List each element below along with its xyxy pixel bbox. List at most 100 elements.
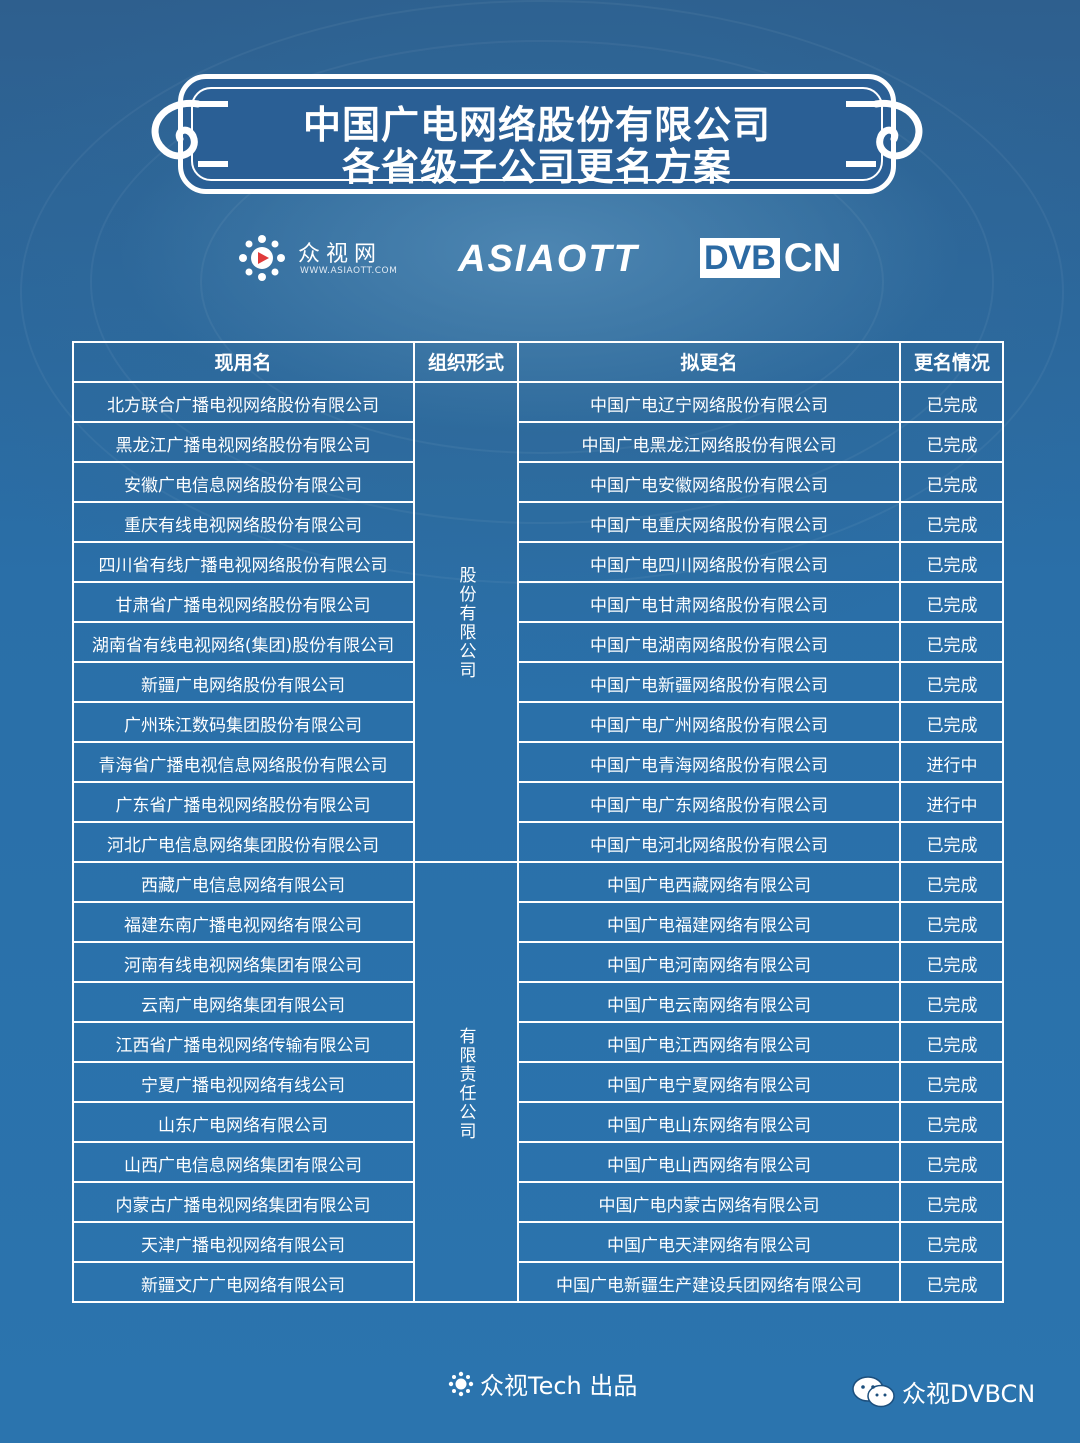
- grid-line: [518, 621, 1004, 623]
- grid-line: [518, 781, 1004, 783]
- grid-line: [518, 1101, 1004, 1103]
- current-name-cell: 河南有线电视网络集团有限公司: [124, 955, 362, 976]
- new-name-cell: 中国广电辽宁网络股份有限公司: [590, 395, 828, 416]
- status-cell: 已完成: [926, 1115, 978, 1136]
- grid-line: [518, 741, 1004, 743]
- table-row: 四川省有线广播电视网络股份有限公司 中国广电四川网络股份有限公司 已完成: [72, 543, 1004, 583]
- grid-line: [72, 741, 414, 743]
- status-cell: 已完成: [926, 915, 978, 936]
- background-ring: [20, 0, 1064, 584]
- status-cell: 已完成: [926, 675, 978, 696]
- grid-line: [72, 381, 1004, 383]
- grid-line: [518, 821, 1004, 823]
- page-title: 中国广电网络股份有限公司: [302, 103, 771, 147]
- grid-line: [72, 1261, 414, 1263]
- status-cell: 已完成: [926, 995, 978, 1016]
- table-row: 西藏广电信息网络有限公司 中国广电西藏网络有限公司 已完成: [72, 863, 1004, 903]
- grid-line: [518, 901, 1004, 903]
- status-cell: 已完成: [926, 1195, 978, 1216]
- status-cell: 已完成: [926, 1035, 978, 1056]
- grid-line: [413, 341, 415, 1303]
- grid-line: [72, 901, 414, 903]
- grid-line: [518, 1141, 1004, 1143]
- new-name-cell: 中国广电云南网络有限公司: [607, 995, 811, 1016]
- current-name-cell: 重庆有线电视网络股份有限公司: [124, 515, 362, 536]
- table-row: 安徽广电信息网络股份有限公司 中国广电安徽网络股份有限公司 已完成: [72, 463, 1004, 503]
- table-row: 广州珠江数码集团股份有限公司 中国广电广州网络股份有限公司 已完成: [72, 703, 1004, 743]
- table-row: 河南有线电视网络集团有限公司 中国广电河南网络有限公司 已完成: [72, 943, 1004, 983]
- grid-line: [518, 421, 1004, 423]
- footer-credit-text: 众视Tech 出品: [480, 1372, 638, 1400]
- current-name-cell: 宁夏广播电视网络有线公司: [141, 1075, 345, 1096]
- dvbcn-logo: DVB CN: [700, 238, 842, 278]
- current-name-cell: 黑龙江广播电视网络股份有限公司: [115, 435, 371, 456]
- current-name-cell: 新疆广电网络股份有限公司: [141, 675, 345, 696]
- new-name-cell: 中国广电河南网络有限公司: [607, 955, 811, 976]
- current-name-cell: 河北广电信息网络集团股份有限公司: [107, 835, 379, 856]
- new-name-cell: 中国广电河北网络股份有限公司: [590, 835, 828, 856]
- new-name-cell: 中国广电天津网络有限公司: [607, 1235, 811, 1256]
- grid-line: [518, 981, 1004, 983]
- new-name-cell: 中国广电宁夏网络有限公司: [607, 1075, 811, 1096]
- current-name-cell: 广州珠江数码集团股份有限公司: [124, 715, 362, 736]
- grid-line: [72, 581, 414, 583]
- status-cell: 已完成: [926, 475, 978, 496]
- grid-line: [72, 861, 1004, 863]
- grid-line: [72, 1221, 414, 1223]
- grid-line: [72, 341, 74, 1303]
- current-name-cell: 山西广电信息网络集团有限公司: [124, 1155, 362, 1176]
- grid-line: [518, 1221, 1004, 1223]
- zsw-logo: 众视网 WWW.ASIAOTT.COM: [238, 234, 408, 284]
- new-name-cell: 中国广电黑龙江网络股份有限公司: [581, 435, 837, 456]
- table-row: 甘肃省广播电视网络股份有限公司 中国广电甘肃网络股份有限公司 已完成: [72, 583, 1004, 623]
- table-row: 青海省广播电视信息网络股份有限公司 中国广电青海网络股份有限公司 进行中: [72, 743, 1004, 783]
- grid-line: [72, 501, 414, 503]
- grid-line: [72, 1301, 1004, 1303]
- current-name-cell: 内蒙古广播电视网络集团有限公司: [115, 1195, 371, 1216]
- zsw-logo-icon: [239, 235, 285, 281]
- grid-line: [72, 1021, 414, 1023]
- asiaott-logo: ASIAOTT: [458, 238, 639, 280]
- new-name-cell: 中国广电广东网络股份有限公司: [590, 795, 828, 816]
- table-row: 重庆有线电视网络股份有限公司 中国广电重庆网络股份有限公司 已完成: [72, 503, 1004, 543]
- header-current-name: 现用名: [214, 351, 272, 374]
- status-cell: 进行中: [926, 755, 978, 776]
- new-name-cell: 中国广电重庆网络股份有限公司: [590, 515, 828, 536]
- grid-line: [518, 541, 1004, 543]
- wechat-icon: [852, 1375, 895, 1407]
- status-cell: 进行中: [926, 795, 978, 816]
- table-row: 北方联合广播电视网络股份有限公司 中国广电辽宁网络股份有限公司 已完成: [72, 383, 1004, 423]
- grid-line: [72, 941, 414, 943]
- grid-line: [518, 941, 1004, 943]
- current-name-cell: 福建东南广播电视网络有限公司: [124, 915, 362, 936]
- org-group-label: 股份有限公司: [455, 566, 476, 680]
- table-row: 天津广播电视网络有限公司 中国广电天津网络有限公司 已完成: [72, 1223, 1004, 1263]
- current-name-cell: 四川省有线广播电视网络股份有限公司: [98, 555, 388, 576]
- current-name-cell: 天津广播电视网络有限公司: [141, 1235, 345, 1256]
- grid-line: [518, 1261, 1004, 1263]
- status-cell: 已完成: [926, 555, 978, 576]
- status-cell: 已完成: [926, 1155, 978, 1176]
- status-cell: 已完成: [926, 835, 978, 856]
- current-name-cell: 西藏广电信息网络有限公司: [141, 875, 345, 896]
- grid-line: [72, 821, 414, 823]
- org-group-joint-stock: 股份有限公司: [414, 383, 518, 863]
- table-row: 广东省广播电视网络股份有限公司 中国广电广东网络股份有限公司 进行中: [72, 783, 1004, 823]
- status-cell: 已完成: [926, 595, 978, 616]
- new-name-cell: 中国广电四川网络股份有限公司: [590, 555, 828, 576]
- grid-line: [72, 1181, 414, 1183]
- table-row: 山东广电网络有限公司 中国广电山东网络有限公司 已完成: [72, 1103, 1004, 1143]
- new-name-cell: 中国广电青海网络股份有限公司: [590, 755, 828, 776]
- grid-line: [518, 1061, 1004, 1063]
- status-cell: 已完成: [926, 715, 978, 736]
- grid-line: [72, 781, 414, 783]
- current-name-cell: 青海省广播电视信息网络股份有限公司: [98, 755, 388, 776]
- table-row: 福建东南广播电视网络有限公司 中国广电福建网络有限公司 已完成: [72, 903, 1004, 943]
- table-header-row: 现用名 组织形式 拟更名 更名情况: [72, 341, 1004, 381]
- page-subtitle: 各省级子公司更名方案: [341, 145, 732, 189]
- grid-line: [518, 461, 1004, 463]
- table-row: 江西省广播电视网络传输有限公司 中国广电江西网络有限公司 已完成: [72, 1023, 1004, 1063]
- status-cell: 已完成: [926, 635, 978, 656]
- org-group-label: 有限责任公司: [455, 1026, 476, 1141]
- rename-table: 现用名 组织形式 拟更名 更名情况 股份有限公司 有限责任公司 北方联合广播电视…: [72, 341, 1004, 1304]
